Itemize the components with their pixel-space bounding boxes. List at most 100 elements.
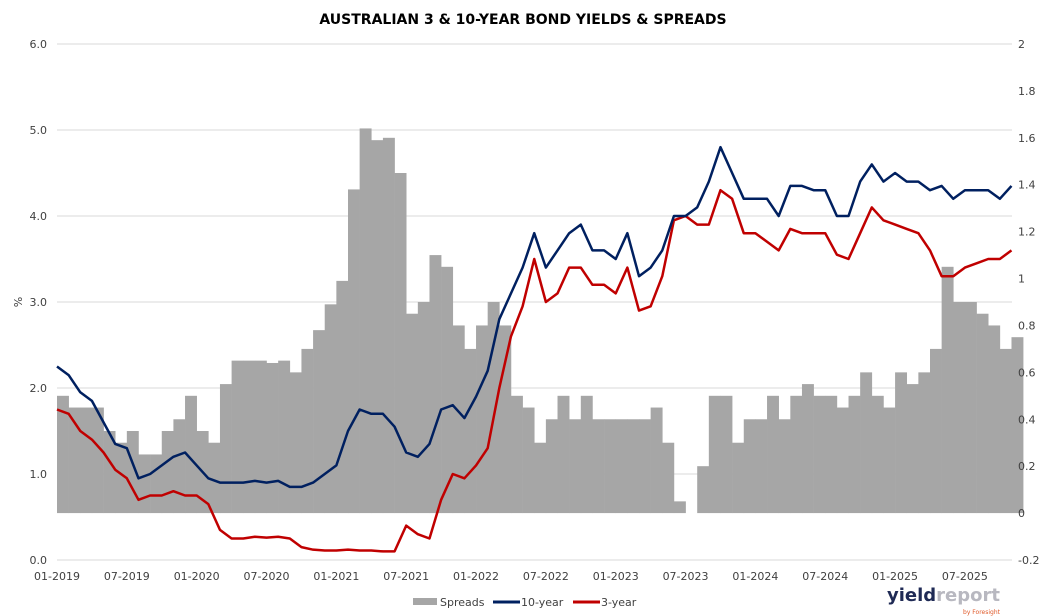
x-tick-label: 07-2019 <box>104 570 150 583</box>
spread-bar <box>673 501 686 514</box>
y-tick-label: 1.0 <box>30 468 48 481</box>
y2-tick-label: 1.4 <box>1018 179 1036 192</box>
spread-bar <box>860 372 873 514</box>
spread-bar <box>964 302 977 514</box>
spread-bar <box>790 395 803 514</box>
spread-bar <box>487 302 500 514</box>
yieldreport-logo: yieldreport by Foresight <box>887 585 1001 616</box>
x-tick-label: 01-2019 <box>34 570 80 583</box>
y2-tick-label: 0 <box>1018 507 1025 520</box>
y2-tick-label: -0.2 <box>1018 554 1039 567</box>
spread-bar <box>103 431 116 514</box>
y2-tick-label: 1.6 <box>1018 132 1036 145</box>
legend-label-3-year: 3-year <box>601 596 637 609</box>
spread-bar <box>510 395 523 514</box>
spread-bar <box>185 395 197 514</box>
spread-bar <box>313 330 326 514</box>
spread-bar <box>452 325 465 514</box>
spread-bar <box>301 348 314 514</box>
spread-bar <box>161 431 174 514</box>
spread-bar <box>941 266 954 514</box>
spread-bar <box>592 419 605 514</box>
y-tick-label: 6.0 <box>30 38 48 51</box>
spread-bar <box>639 419 651 514</box>
spread-bar <box>778 419 791 514</box>
spread-bar <box>906 384 919 514</box>
spread-bar <box>999 348 1012 514</box>
spread-bar <box>91 407 104 514</box>
x-tick-label: 07-2020 <box>244 570 290 583</box>
spread-bar <box>557 395 570 514</box>
spread-bar <box>650 407 663 514</box>
spread-bar <box>825 395 838 514</box>
x-tick-label: 01-2025 <box>872 570 918 583</box>
y2-tick-label: 0.8 <box>1018 319 1036 332</box>
y-tick-label: 3.0 <box>30 296 48 309</box>
spread-bar <box>708 395 721 514</box>
x-tick-label: 07-2023 <box>663 570 709 583</box>
spread-bar <box>219 384 232 514</box>
x-tick-label: 07-2024 <box>802 570 848 583</box>
x-tick-label: 01-2024 <box>732 570 778 583</box>
spread-bar <box>80 407 93 514</box>
spread-bar <box>604 419 617 514</box>
x-tick-label: 01-2023 <box>593 570 639 583</box>
spread-bar <box>324 304 337 514</box>
chart-title: AUSTRALIAN 3 & 10-YEAR BOND YIELDS & SPR… <box>319 12 726 28</box>
spread-bar <box>394 173 407 514</box>
spread-bar <box>1011 337 1024 514</box>
y-tick-label: 0.0 <box>30 554 48 567</box>
x-tick-label: 01-2021 <box>313 570 359 583</box>
spread-bar <box>615 419 628 514</box>
spread-bar <box>126 431 139 514</box>
spread-bar <box>953 302 966 514</box>
x-tick-label: 07-2022 <box>523 570 569 583</box>
line-10-year <box>56 145 1013 489</box>
spread-bar <box>208 442 221 514</box>
spread-bar <box>801 384 814 514</box>
spread-bar <box>57 395 69 514</box>
spread-bar <box>348 189 360 514</box>
spread-bar <box>545 419 558 514</box>
spread-bar <box>720 395 733 514</box>
spread-bar <box>382 137 395 514</box>
spread-bar <box>534 442 547 514</box>
spread-bar <box>732 442 745 514</box>
y2-tick-label: 0.2 <box>1018 460 1036 473</box>
logo-text-yield: yield <box>887 585 936 606</box>
spread-bar <box>173 419 186 514</box>
y2-tick-label: 1 <box>1018 273 1025 286</box>
spread-bar <box>476 325 488 514</box>
spread-bar <box>848 395 861 514</box>
legend-swatch-spreads <box>413 598 437 605</box>
spread-bar <box>441 266 454 514</box>
spread-bar <box>755 419 768 514</box>
y2-tick-label: 2 <box>1018 38 1025 51</box>
spread-bar <box>429 255 442 514</box>
line-3-year <box>56 188 1013 553</box>
y2-tick-label: 1.8 <box>1018 85 1036 98</box>
y-axis-label: % <box>12 297 25 307</box>
x-tick-label: 01-2020 <box>174 570 220 583</box>
spread-bar <box>918 372 931 514</box>
spread-bar <box>930 348 942 514</box>
spread-bar <box>522 407 535 514</box>
spread-bar <box>231 360 244 514</box>
legend-label-spreads: Spreads <box>440 596 485 609</box>
x-tick-label: 07-2021 <box>383 570 429 583</box>
spread-bar <box>883 407 896 514</box>
legend-label-10-year: 10-year <box>521 596 564 609</box>
spread-bar <box>68 407 81 514</box>
spread-bar <box>417 302 430 514</box>
spread-bar <box>278 360 291 514</box>
y-tick-label: 2.0 <box>30 382 48 395</box>
spread-bar <box>871 395 884 514</box>
spread-bar <box>569 419 582 514</box>
spread-bar <box>697 466 710 514</box>
y2-tick-label: 1.2 <box>1018 226 1036 239</box>
spread-bar <box>289 372 302 514</box>
spread-bar <box>266 362 279 514</box>
logo-wordmark: yieldreport <box>887 585 1000 606</box>
spread-bar <box>499 325 512 514</box>
